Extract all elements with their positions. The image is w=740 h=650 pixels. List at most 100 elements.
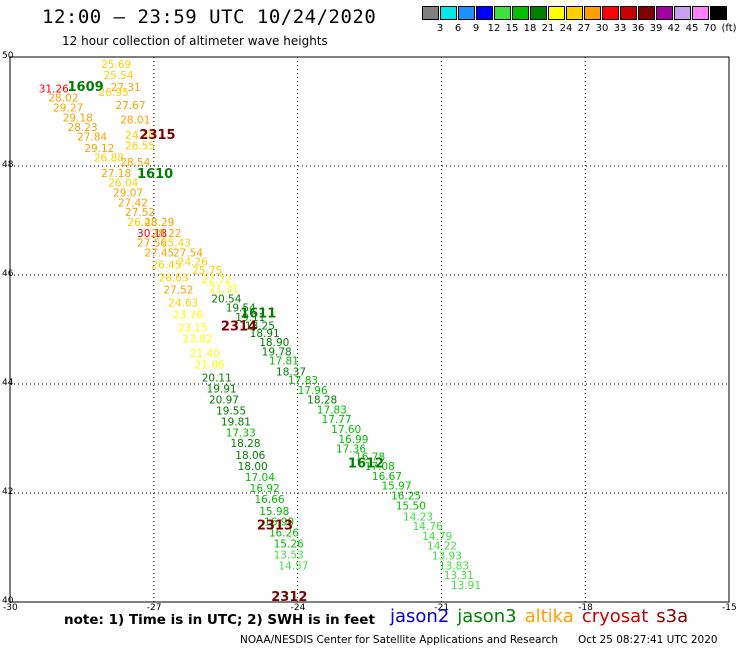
color-scale-swatch (584, 6, 601, 20)
wave-height-label: 23.76 (173, 310, 203, 322)
wave-height-label: 16.25 (391, 491, 421, 503)
wave-height-label: 16.92 (250, 483, 280, 495)
generated-timestamp: Oct 25 08:27:41 UTC 2020 (578, 634, 718, 646)
wave-height-label: 27.54 (173, 247, 203, 259)
x-tick-label: -15 (722, 603, 737, 613)
map-subtitle: 12 hour collection of altimeter wave hei… (62, 34, 328, 48)
color-scale-swatch (656, 6, 673, 20)
x-tick-label: -18 (578, 603, 593, 613)
wave-height-label: 18.91 (250, 328, 280, 340)
wave-height-label: 25.54 (103, 70, 133, 82)
color-scale-label: 18 (523, 23, 537, 34)
color-scale-swatch (692, 6, 709, 20)
wave-height-label: 20.11 (202, 372, 232, 384)
wave-height-label: 14.57 (278, 560, 308, 572)
wave-height-label: 26.04 (108, 178, 138, 190)
wave-height-label: 19.55 (216, 406, 246, 418)
wave-height-label: 31.26 (39, 83, 69, 95)
legend-item-altika: altika (524, 606, 574, 627)
wave-height-label: 24.30 (125, 130, 155, 142)
wave-height-label: 24.26 (178, 257, 208, 269)
wave-height-label: 20.54 (211, 293, 241, 305)
wave-height-label: 13.83 (439, 560, 469, 572)
wave-height-label: 26.43 (127, 217, 157, 229)
color-scale-swatch (602, 6, 619, 20)
x-tick-label: -30 (3, 603, 18, 613)
color-scale-swatch (710, 6, 727, 20)
color-scale-swatch (566, 6, 583, 20)
wave-height-label: 22.72 (202, 274, 232, 286)
color-scale-unit: (ft) (721, 23, 737, 34)
wave-height-label: 20.97 (209, 395, 239, 407)
wave-height-label: 26.45 (151, 259, 181, 271)
wave-height-label: 18.25 (245, 321, 275, 333)
wave-height-label: 18.37 (276, 366, 306, 378)
track-id-label: 2315 (139, 128, 175, 143)
wave-height-label: 18.90 (259, 337, 289, 349)
color-scale-swatch (620, 6, 637, 20)
wave-height-label: 27.31 (111, 82, 141, 94)
track-id-label: 1611 (240, 307, 276, 322)
wave-height-label: 17.36 (336, 444, 366, 456)
wave-height-label: 29.27 (53, 103, 83, 115)
wave-height-label: 27.56 (137, 238, 167, 250)
wave-height-label: 24.63 (168, 298, 198, 310)
wave-height-label: 28.29 (144, 217, 174, 229)
satellite-legend: jason2 jason3 altika cryosat s3a (390, 606, 696, 627)
wave-height-label: 28.54 (120, 157, 150, 169)
track-id-label: 1612 (348, 456, 384, 471)
wave-height-label: 21.06 (195, 360, 225, 372)
wave-height-label: 26.95 (99, 87, 129, 99)
wave-height-label: 17.96 (298, 385, 328, 397)
y-tick-label: 44 (2, 378, 14, 388)
wave-height-label: 21.40 (190, 348, 220, 360)
wave-height-label: 19.78 (262, 347, 292, 359)
wave-height-label: 17.08 (365, 461, 395, 473)
wave-height-label: 17.33 (226, 427, 256, 439)
track-id-label: 1610 (137, 167, 173, 182)
wave-height-label: 15.50 (396, 500, 426, 512)
wave-height-label: 27.67 (115, 100, 145, 112)
wave-height-label: 30.18 (137, 228, 167, 240)
color-scale-swatch (458, 6, 475, 20)
color-scale-label: 15 (505, 23, 519, 34)
legend-item-jason2: jason2 (390, 606, 450, 627)
plot-frame (9, 56, 730, 603)
wave-height-label: 13.93 (432, 550, 462, 562)
wave-height-label: 27.45 (144, 247, 174, 259)
x-tick-label: -21 (434, 603, 450, 613)
wave-height-label: 17.60 (331, 424, 361, 436)
wave-height-label: 27.42 (118, 197, 148, 209)
y-tick-label: 42 (2, 487, 14, 497)
color-scale-swatch (440, 6, 457, 20)
color-scale-label: 36 (631, 23, 645, 34)
color-scale-label: 39 (649, 23, 663, 34)
credit-line: NOAA/NESDIS Center for Satellite Applica… (240, 634, 558, 646)
wave-height-label: 21.31 (209, 283, 239, 295)
wave-height-label: 26.55 (125, 141, 155, 153)
wave-height-label: 16.67 (372, 471, 402, 483)
wave-height-label: 14.23 (403, 511, 433, 523)
map-title: 12:00 – 23:59 UTC 10/24/2020 (42, 6, 377, 28)
wave-height-label: 15.98 (259, 506, 289, 518)
color-scale-swatch (476, 6, 493, 20)
y-tick-label: 48 (2, 160, 14, 170)
color-scale-swatch (494, 6, 511, 20)
color-scale-swatch (512, 6, 529, 20)
color-scale-label: 33 (613, 23, 627, 34)
y-tick-label: 46 (2, 269, 14, 279)
units-note: note: 1) Time is in UTC; 2) SWH is in fe… (64, 612, 375, 628)
color-scale-label: 3 (436, 23, 444, 34)
track-id-label: 2312 (271, 590, 307, 605)
legend-item-jason3: jason3 (457, 606, 517, 627)
wave-height-label: 18.28 (230, 438, 260, 450)
color-scale-label: 21 (541, 23, 555, 34)
wave-height-label: 16.78 (355, 451, 385, 463)
y-tick-label: 50 (2, 51, 14, 61)
wave-height-label: 29.18 (63, 112, 93, 124)
track-id-label: 2314 (221, 320, 257, 335)
wave-height-label: 27.52 (125, 207, 155, 219)
wave-height-label: 16.26 (269, 528, 299, 540)
